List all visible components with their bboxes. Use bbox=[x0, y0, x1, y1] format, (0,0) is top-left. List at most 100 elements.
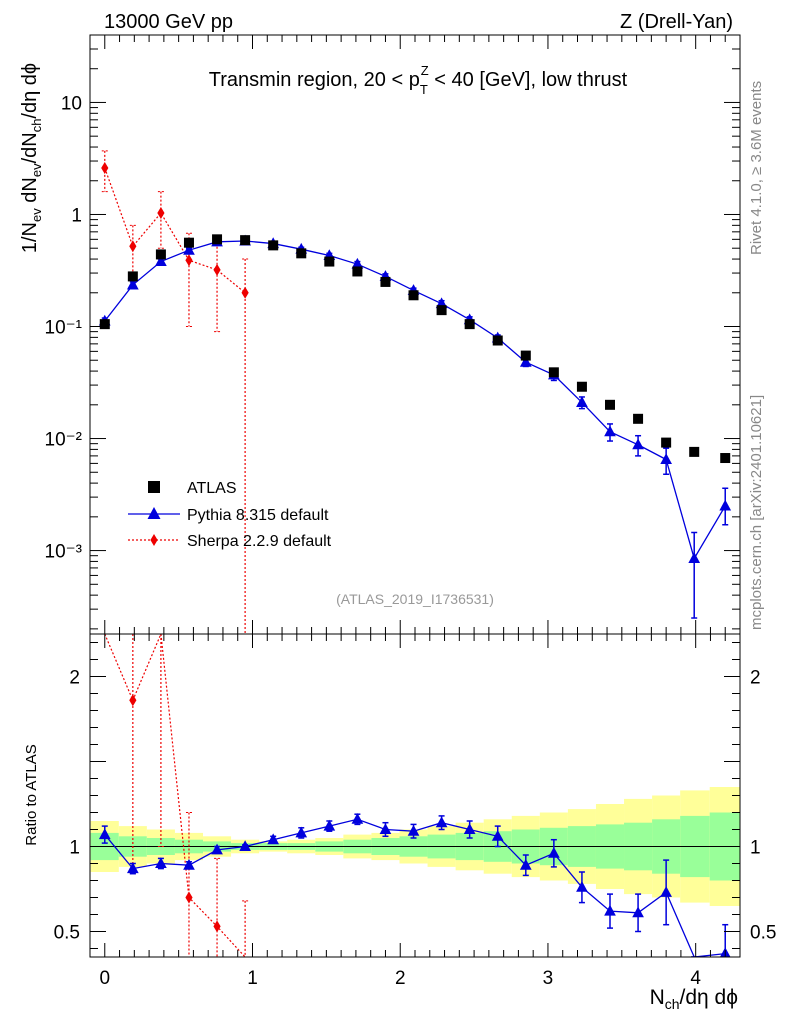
y-tick-label: 10 bbox=[61, 93, 82, 114]
atlas-marker bbox=[380, 276, 391, 287]
pythia-marker bbox=[604, 425, 616, 437]
header-left: 13000 GeV pp bbox=[104, 11, 233, 33]
sherpa-marker bbox=[241, 286, 249, 299]
pythia-ratio-marker bbox=[211, 843, 223, 855]
atlas-marker bbox=[661, 437, 672, 448]
pythia-ratio-marker bbox=[379, 823, 392, 834]
y-tick-label: 10⁻¹ bbox=[45, 318, 83, 339]
ratio-tick-label-left: 0.5 bbox=[54, 923, 80, 944]
pythia-ratio-marker bbox=[239, 840, 251, 851]
pythia-marker bbox=[126, 278, 139, 290]
ratio-tick-label-left: 1 bbox=[69, 838, 80, 859]
pythia-ratio-marker bbox=[576, 881, 588, 892]
pythia-marker bbox=[183, 243, 195, 255]
x-tick-label: 0 bbox=[99, 968, 110, 989]
atlas-marker bbox=[492, 335, 503, 346]
y-tick-label: 1 bbox=[71, 205, 82, 226]
legend-sherpa-marker bbox=[150, 534, 158, 546]
ratio-plot-area: 0 1 2 3 4 0.5 0.5 1 1 2 2 bbox=[54, 633, 776, 989]
pythia-ratio-marker bbox=[267, 833, 280, 845]
atlas-marker bbox=[633, 413, 644, 424]
pythia-ratio-marker bbox=[98, 828, 111, 840]
atlas-marker bbox=[464, 319, 475, 330]
pythia-ratio-marker bbox=[126, 862, 139, 874]
pythia-ratio-marker bbox=[155, 857, 167, 868]
atlas-marker bbox=[99, 319, 110, 330]
sherpa-line bbox=[104, 167, 246, 294]
legend-pythia-marker bbox=[147, 507, 161, 519]
sherpa-ratio-marker bbox=[129, 694, 137, 707]
atlas-marker bbox=[576, 381, 587, 392]
legend: ATLAS Pythia 8.315 default Sherpa 2.2.9 de… bbox=[128, 480, 332, 550]
pythia-ratio-marker bbox=[407, 824, 420, 836]
pythia-ratio-marker bbox=[295, 826, 308, 838]
ratio-bands bbox=[90, 787, 740, 906]
atlas-marker bbox=[605, 399, 615, 410]
pythia-ratio-marker bbox=[323, 819, 336, 831]
pythia-ratio-marker bbox=[463, 823, 476, 834]
main-series bbox=[98, 150, 732, 634]
header-right: Z (Drell-Yan) bbox=[620, 11, 733, 33]
ratio-tick-label-right: 2 bbox=[750, 668, 761, 689]
pythia-marker bbox=[688, 552, 701, 563]
pythia-marker bbox=[719, 499, 732, 511]
ratio-tick-label-right: 1 bbox=[750, 838, 761, 859]
atlas-marker bbox=[352, 266, 363, 277]
chart-title: Transmin region, 20 < pTZ < 40 [GeV], lo… bbox=[209, 63, 628, 97]
atlas-marker bbox=[155, 249, 166, 260]
y-axis-label: 1/Nev dNev/dNch/dη dϕ bbox=[19, 63, 44, 253]
sherpa-ratio-marker bbox=[185, 891, 193, 904]
sherpa-ratio-line bbox=[104, 634, 246, 957]
atlas-marker bbox=[127, 271, 138, 282]
analysis-id: (ATLAS_2019_I1736531) bbox=[336, 591, 494, 607]
ratio-frame bbox=[89, 633, 741, 958]
pythia-ratio-marker bbox=[491, 830, 504, 841]
pythia-marker bbox=[632, 438, 644, 450]
atlas-marker bbox=[268, 240, 279, 251]
ratio-series bbox=[98, 634, 731, 957]
atlas-marker bbox=[436, 305, 447, 316]
atlas-marker bbox=[183, 237, 194, 248]
pythia-marker bbox=[576, 396, 588, 407]
legend-label: Pythia 8.315 default bbox=[187, 507, 329, 524]
sherpa-marker bbox=[101, 161, 109, 174]
y-tick-label: 10⁻² bbox=[45, 430, 83, 451]
atlas-marker bbox=[520, 350, 531, 361]
pythia-ratio-marker bbox=[183, 858, 195, 870]
pythia-ratio-marker bbox=[660, 886, 672, 897]
atlas-marker bbox=[689, 446, 700, 457]
sherpa-marker bbox=[185, 254, 193, 267]
pythia-marker bbox=[351, 257, 364, 269]
main-plot-area: 10⁻³ 10⁻² 10⁻¹ 1 10 bbox=[45, 34, 741, 635]
pythia-ratio-marker bbox=[604, 904, 616, 916]
atlas-marker bbox=[324, 256, 335, 267]
pythia-ratio-marker bbox=[435, 816, 448, 828]
pythia-ratio-marker bbox=[519, 858, 532, 870]
atlas-marker bbox=[212, 234, 223, 245]
legend-atlas-marker bbox=[148, 481, 160, 493]
ratio-tick-label-left: 2 bbox=[69, 668, 80, 689]
atlas-marker bbox=[720, 453, 731, 464]
sherpa-marker bbox=[129, 240, 137, 253]
pythia-ratio-marker bbox=[351, 813, 364, 824]
sherpa-marker bbox=[157, 207, 165, 220]
pythia-marker bbox=[660, 453, 672, 464]
sherpa-ratio-marker bbox=[213, 920, 221, 933]
x-tick-label: 2 bbox=[395, 968, 406, 989]
y-tick-label: 10⁻³ bbox=[45, 542, 83, 563]
ratio-tick-label-right: 0.5 bbox=[750, 923, 776, 944]
pythia-marker bbox=[519, 355, 532, 367]
pythia-marker bbox=[155, 255, 167, 267]
rivet-label: Rivet 4.1.0, ≥ 3.6M events bbox=[748, 81, 765, 255]
sherpa-marker bbox=[213, 263, 221, 276]
atlas-marker bbox=[296, 248, 307, 259]
legend-label: ATLAS bbox=[187, 480, 237, 497]
x-tick-label: 4 bbox=[690, 968, 701, 989]
pythia-ratio-marker bbox=[632, 906, 644, 918]
pythia-ratio-marker bbox=[548, 847, 560, 858]
atlas-marker bbox=[240, 235, 251, 246]
legend-label: Sherpa 2.2.9 default bbox=[187, 533, 332, 550]
x-tick-label: 3 bbox=[543, 968, 554, 989]
x-axis-label: Nch/dη dϕ bbox=[650, 986, 738, 1012]
